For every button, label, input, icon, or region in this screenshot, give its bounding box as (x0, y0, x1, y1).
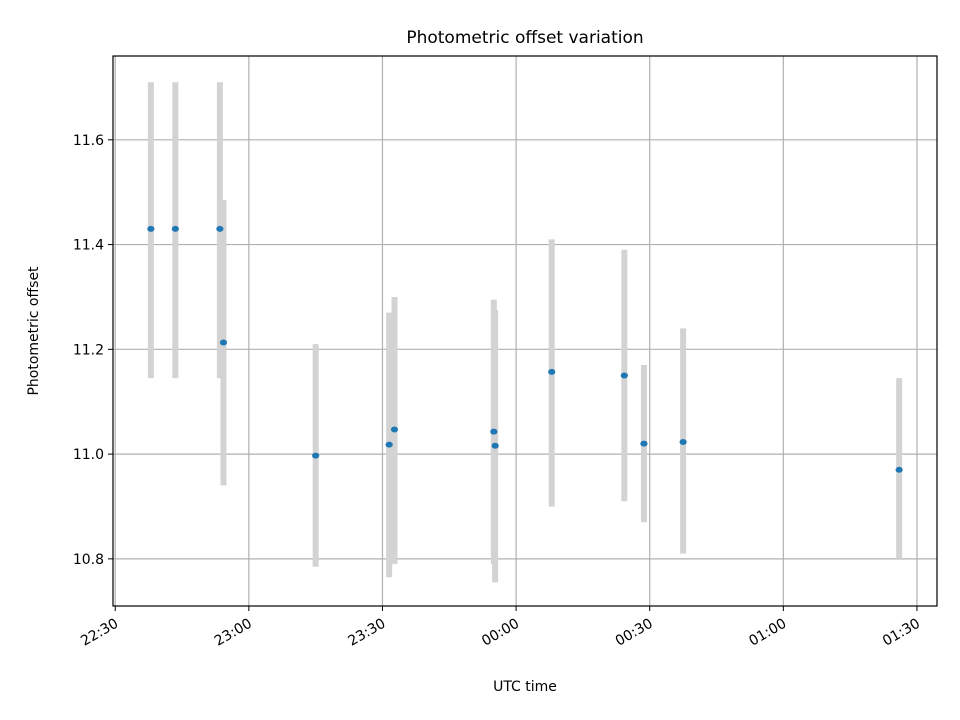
error-bars (147, 82, 903, 583)
data-point (640, 440, 648, 447)
x-tick-label: 23:00 (212, 616, 255, 650)
y-tick-label: 11.2 (73, 342, 104, 358)
y-axis-ticks: 10.8 11.0 11.2 11.4 11.6 (73, 133, 113, 568)
data-point (895, 466, 903, 473)
data-point (312, 452, 320, 459)
x-axis-label: UTC time (493, 679, 557, 695)
x-tick-label: 22:30 (78, 616, 121, 650)
grid (113, 56, 937, 606)
data-points (147, 225, 903, 473)
data-point (679, 439, 687, 446)
chart-title: Photometric offset variation (406, 28, 643, 48)
x-tick-label: 00:30 (613, 616, 656, 650)
data-point (490, 428, 498, 435)
x-tick-label: 01:00 (746, 616, 789, 650)
y-tick-label: 11.0 (73, 447, 104, 463)
x-tick-label: 01:30 (880, 616, 923, 650)
data-point (491, 442, 499, 449)
data-point (219, 339, 228, 346)
data-point (620, 372, 628, 379)
data-point (548, 368, 556, 375)
y-tick-label: 11.6 (73, 133, 104, 149)
y-tick-label: 11.4 (73, 238, 104, 254)
plot-frame (112, 55, 938, 607)
data-point (147, 225, 155, 232)
data-point (385, 441, 393, 448)
y-axis-label: Photometric offset (26, 266, 42, 396)
x-tick-label: 00:00 (479, 616, 522, 650)
x-axis-ticks: 22:30 23:00 23:30 00:00 00:30 01:00 01:30 (78, 606, 923, 650)
data-point (171, 225, 179, 232)
data-point (390, 426, 399, 433)
data-point (216, 225, 224, 232)
x-tick-label: 23:30 (346, 616, 389, 650)
y-tick-label: 10.8 (73, 552, 104, 568)
